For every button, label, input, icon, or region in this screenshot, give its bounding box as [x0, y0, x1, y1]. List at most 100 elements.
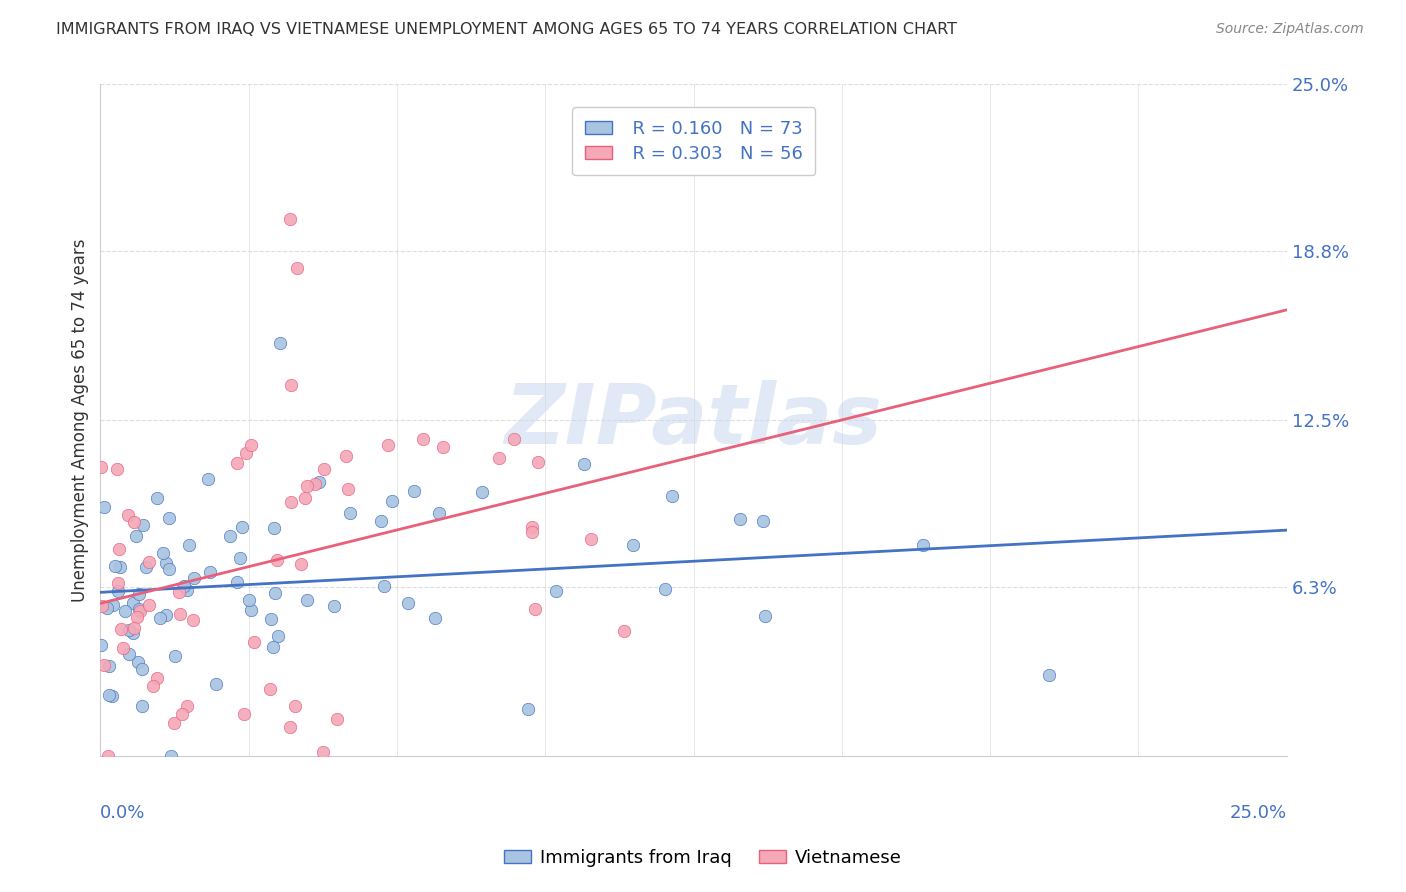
Point	[157, 561, 180, 575]
Point	[131, 517, 153, 532]
Point	[661, 489, 683, 503]
Legend: Immigrants from Iraq, Vietnamese: Immigrants from Iraq, Vietnamese	[496, 842, 910, 874]
Point	[121, 625, 143, 640]
Point	[149, 611, 172, 625]
Point	[146, 491, 169, 505]
Point	[259, 682, 281, 697]
Text: 25.0%: 25.0%	[1230, 805, 1286, 822]
Point	[377, 438, 399, 452]
Point	[107, 575, 129, 590]
Point	[117, 508, 139, 522]
Point	[754, 609, 776, 624]
Point	[326, 712, 349, 726]
Point	[235, 446, 257, 460]
Point	[138, 555, 160, 569]
Point	[267, 629, 290, 643]
Point	[170, 706, 193, 721]
Point	[165, 649, 187, 664]
Point	[152, 546, 174, 560]
Text: ZIPatlas: ZIPatlas	[505, 380, 883, 461]
Point	[335, 449, 357, 463]
Point	[654, 582, 676, 596]
Point	[226, 574, 249, 589]
Point	[323, 599, 346, 614]
Point	[107, 583, 129, 598]
Point	[304, 476, 326, 491]
Point	[146, 671, 169, 685]
Point	[181, 613, 204, 627]
Point	[263, 586, 285, 600]
Text: IMMIGRANTS FROM IRAQ VS VIETNAMESE UNEMPLOYMENT AMONG AGES 65 TO 74 YEARS CORREL: IMMIGRANTS FROM IRAQ VS VIETNAMESE UNEMP…	[56, 22, 957, 37]
Point	[396, 596, 419, 610]
Point	[262, 640, 284, 655]
Point	[93, 500, 115, 515]
Point	[285, 261, 308, 276]
Point	[488, 451, 510, 466]
Point	[284, 698, 307, 713]
Point	[290, 557, 312, 571]
Point	[239, 603, 262, 617]
Point	[128, 604, 150, 618]
Point	[266, 553, 288, 567]
Point	[425, 611, 447, 625]
Point	[197, 472, 219, 486]
Point	[370, 514, 392, 528]
Point	[163, 715, 186, 730]
Point	[308, 475, 330, 489]
Point	[516, 702, 538, 716]
Point	[219, 529, 242, 543]
Point	[131, 662, 153, 676]
Point	[412, 433, 434, 447]
Point	[238, 593, 260, 607]
Point	[176, 582, 198, 597]
Point	[167, 584, 190, 599]
Point	[125, 529, 148, 543]
Point	[232, 706, 254, 721]
Point	[243, 635, 266, 649]
Point	[621, 538, 644, 552]
Point	[97, 749, 120, 764]
Point	[278, 720, 301, 734]
Point	[157, 511, 180, 525]
Point	[544, 583, 567, 598]
Point	[90, 459, 112, 474]
Point	[225, 456, 247, 470]
Point	[260, 612, 283, 626]
Point	[295, 592, 318, 607]
Legend:   R = 0.160   N = 73,   R = 0.303   N = 56: R = 0.160 N = 73, R = 0.303 N = 56	[572, 107, 815, 176]
Point	[523, 602, 546, 616]
Point	[98, 689, 121, 703]
Point	[613, 624, 636, 639]
Point	[104, 558, 127, 573]
Point	[752, 514, 775, 528]
Point	[122, 621, 145, 635]
Point	[160, 749, 183, 764]
Point	[728, 512, 751, 526]
Point	[263, 521, 285, 535]
Point	[312, 462, 335, 476]
Point	[527, 455, 550, 469]
Point	[90, 638, 112, 652]
Point	[110, 623, 132, 637]
Text: 0.0%: 0.0%	[100, 805, 146, 822]
Point	[91, 599, 114, 613]
Point	[402, 484, 425, 499]
Point	[125, 610, 148, 624]
Point	[105, 462, 128, 476]
Point	[471, 484, 494, 499]
Point	[101, 598, 124, 612]
Point	[131, 699, 153, 714]
Point	[96, 601, 118, 615]
Point	[503, 432, 526, 446]
Point	[138, 598, 160, 612]
Point	[1038, 668, 1060, 682]
Point	[183, 571, 205, 585]
Point	[373, 579, 395, 593]
Point	[98, 658, 121, 673]
Point	[205, 677, 228, 691]
Text: Source: ZipAtlas.com: Source: ZipAtlas.com	[1216, 22, 1364, 37]
Point	[118, 623, 141, 637]
Point	[142, 679, 165, 693]
Point	[280, 377, 302, 392]
Point	[176, 698, 198, 713]
